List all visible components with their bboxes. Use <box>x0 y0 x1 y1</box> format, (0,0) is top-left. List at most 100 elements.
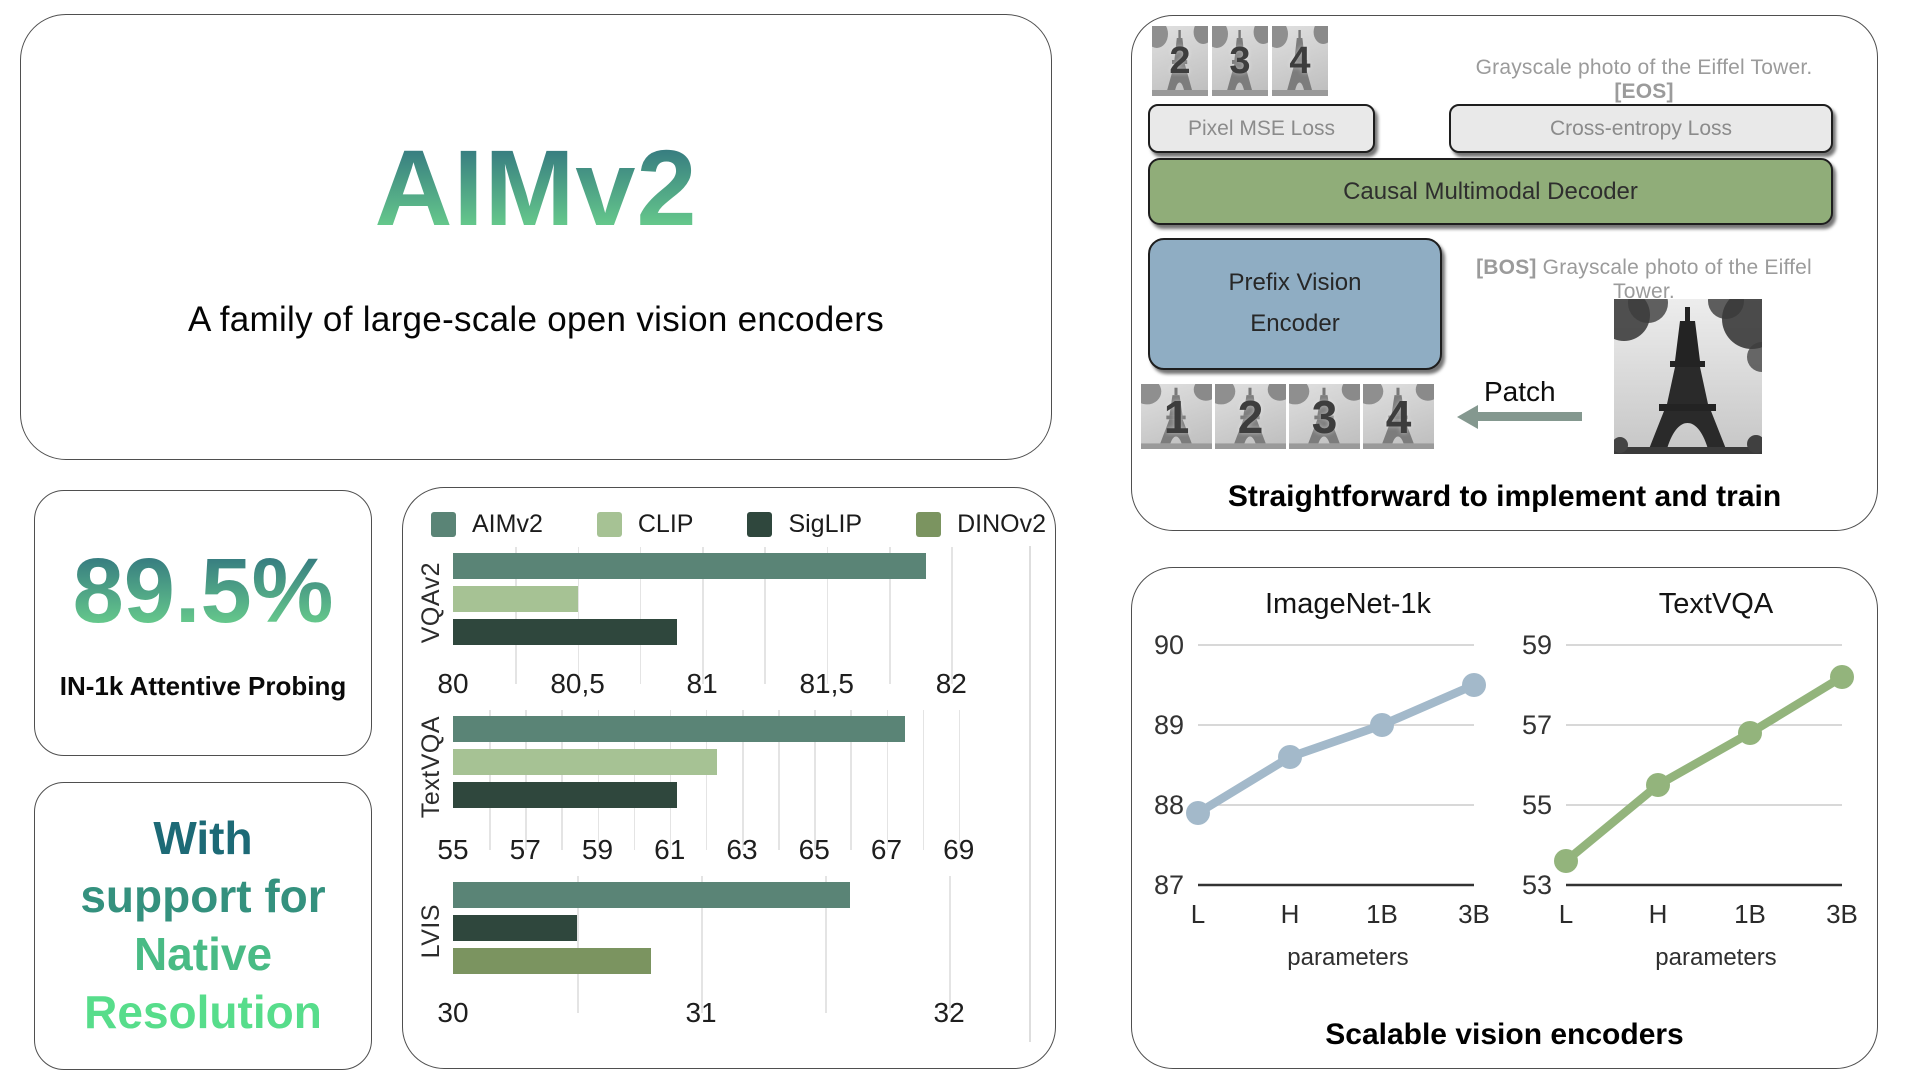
svg-text:H: H <box>1649 899 1668 929</box>
gridline <box>705 710 708 851</box>
pixel-mse-loss-label: Pixel MSE Loss <box>1187 116 1336 140</box>
bar-axis-vqav2: 80 80,5 81 81,5 82 <box>437 668 1031 702</box>
svg-text:L: L <box>1191 899 1205 929</box>
legend-item-clip: CLIP <box>596 510 694 539</box>
image-patch-1: 1 <box>1141 384 1212 449</box>
axis-tick: 69 <box>943 834 975 866</box>
bar-vqav2-siglip <box>453 619 678 645</box>
line-charts-row: ImageNet-1k 87 88 89 90 L H 1B 3B parameters Te… <box>1132 568 1877 972</box>
gridline <box>597 710 600 851</box>
axis-tick: 57 <box>509 834 541 866</box>
gridline <box>951 547 953 684</box>
svg-text:59: 59 <box>1522 630 1552 660</box>
image-patch-2: 2 <box>1152 26 1208 96</box>
gridline <box>577 547 580 684</box>
image-patch-4: 4 <box>1363 384 1434 449</box>
decoder-label: Causal Multimodal Decoder <box>1343 177 1638 205</box>
patch-arrow-label: Patch <box>1484 376 1556 407</box>
legend-item-siglip: SigLIP <box>747 510 862 539</box>
line-chart-textvqa: TextVQA 53 55 57 59 L H 1B 3B parameters <box>1506 576 1874 972</box>
left-arrow-icon <box>1457 404 1582 429</box>
gridline <box>886 710 889 851</box>
gridline <box>826 547 829 684</box>
native-resolution-line: Resolution <box>84 985 322 1038</box>
scaling-caption: Scalable vision encoders <box>1325 1018 1684 1051</box>
gridline <box>825 876 827 1014</box>
input-caption: Grayscale photo of the Eiffel Tower. <box>1542 256 1812 303</box>
cross-entropy-loss-label: Cross-entropy Loss <box>1549 116 1733 140</box>
svg-text:H: H <box>1281 899 1300 929</box>
axis-label-textvqa: TextVQA <box>416 716 445 819</box>
gridline <box>702 547 704 684</box>
gridline <box>922 710 925 851</box>
output-caption: Grayscale photo of the Eiffel Tower. <box>1475 56 1813 79</box>
legend-label: AIMv2 <box>472 510 543 538</box>
axis-tick: 81,5 <box>799 668 854 699</box>
input-caption-text: [BOS] Grayscale photo of the Eiffel Towe… <box>1451 256 1837 304</box>
svg-text:53: 53 <box>1522 870 1552 900</box>
xaxis-label-textvqa: parameters <box>1655 944 1777 971</box>
image-patch-4: 4 <box>1272 26 1328 96</box>
legend-label: CLIP <box>637 510 694 538</box>
axis-tick: 30 <box>437 997 469 1029</box>
axis-label-vqav2: VQAv2 <box>416 561 445 644</box>
pixel-mse-loss-box: Pixel MSE Loss <box>1148 104 1375 153</box>
chart-title-textvqa: TextVQA <box>1658 588 1774 620</box>
legend-swatch <box>747 512 773 537</box>
output-caption-text: Grayscale photo of the Eiffel Tower. [EO… <box>1451 56 1837 104</box>
gridline <box>701 876 703 1014</box>
gridline <box>577 876 579 1014</box>
gridline <box>561 710 563 851</box>
bar-textvqa-siglip <box>453 782 677 808</box>
axis-tick: 65 <box>798 834 830 866</box>
svg-text:3B: 3B <box>1826 899 1858 929</box>
gridline <box>525 710 527 851</box>
cross-entropy-loss-box: Cross-entropy Loss <box>1449 104 1833 153</box>
legend-item-aimv2: AIMv2 <box>431 510 543 539</box>
pipeline-caption: Straightforward to implement and train <box>1227 480 1782 513</box>
stat-label: IN-1k Attentive Probing <box>59 670 347 701</box>
page-subtitle: A family of large-scale open vision enco… <box>187 300 885 339</box>
imagenet-line-plot: 87 88 89 90 L H 1B 3B <box>1154 630 1490 929</box>
svg-text:1B: 1B <box>1366 899 1398 929</box>
bar-axis-lvis: 30 31 32 <box>437 997 1031 1031</box>
legend-swatch <box>431 512 456 537</box>
axis-tick: 32 <box>933 997 965 1029</box>
bar-textvqa-clip <box>453 749 717 775</box>
bos-token: [BOS] <box>1476 256 1537 279</box>
bar-chart-vqav2: VQAv2 80 80,5 81 81,5 82 <box>409 547 1031 702</box>
bar-lvis-aimv2 <box>453 882 850 909</box>
image-patch-2: 2 <box>1215 384 1286 449</box>
legend-swatch <box>916 512 942 537</box>
stat-value: 89.5% <box>72 539 334 642</box>
prefix-vision-encoder-box: Prefix Vision Encoder <box>1148 238 1442 370</box>
axis-tick: 81 <box>686 668 718 699</box>
native-resolution-panel: With support for Native Resolution <box>34 782 372 1070</box>
bar-plot-vqav2 <box>453 547 1031 684</box>
encoder-label: Prefix Vision Encoder <box>1228 269 1362 337</box>
gridline <box>633 710 636 851</box>
axis-tick: 82 <box>935 668 967 699</box>
bar-axis-textvqa: 55 57 59 61 63 65 67 69 <box>437 834 1031 868</box>
hero-panel: AIMv2 A family of large-scale open visio… <box>20 14 1052 460</box>
axis-tick: 31 <box>685 997 717 1029</box>
bar-vqav2-clip <box>453 586 578 612</box>
page-title: AIMv2 <box>374 127 698 248</box>
axis-tick: 80,5 <box>550 668 605 699</box>
svg-text:57: 57 <box>1522 710 1552 740</box>
eiffel-tower-illustration <box>1598 283 1782 454</box>
svg-text:87: 87 <box>1154 870 1184 900</box>
axis-label-lvis: LVIS <box>416 904 445 959</box>
axis-tick: 55 <box>437 834 469 866</box>
eiffel-tower-photo <box>1598 283 1782 454</box>
svg-text:55: 55 <box>1522 790 1552 820</box>
gridline <box>850 710 852 851</box>
legend-swatch <box>596 512 622 537</box>
gridline <box>639 547 642 684</box>
svg-text:1B: 1B <box>1734 899 1766 929</box>
gridline <box>515 547 517 684</box>
bar-textvqa-aimv2 <box>453 716 905 742</box>
gridline <box>888 547 891 684</box>
